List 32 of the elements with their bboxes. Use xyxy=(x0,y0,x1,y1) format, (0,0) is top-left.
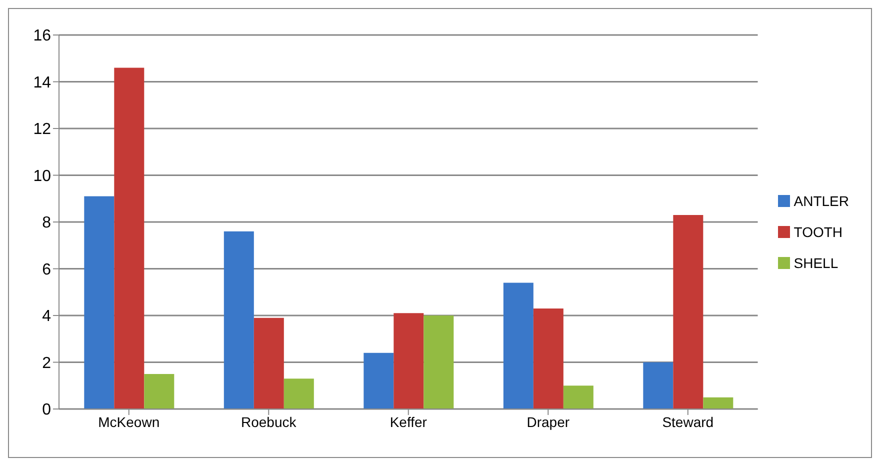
x-tick-label: McKeown xyxy=(98,414,160,430)
legend-label: ANTLER xyxy=(794,192,849,208)
y-tick-label: 16 xyxy=(33,28,52,45)
y-tick-label: 6 xyxy=(42,261,52,278)
legend-label: SHELL xyxy=(794,254,838,270)
bar xyxy=(424,316,454,409)
bar xyxy=(284,378,314,409)
x-tick-label: Draper xyxy=(526,414,570,430)
y-tick-label: 2 xyxy=(42,354,52,372)
y-tick-label: 14 xyxy=(33,74,52,92)
bar xyxy=(503,282,534,409)
bar xyxy=(673,214,704,409)
y-tick-label: 12 xyxy=(33,121,52,138)
bar xyxy=(364,352,394,409)
y-tick-label: 10 xyxy=(33,168,52,185)
bar xyxy=(563,386,594,409)
bar xyxy=(224,231,254,409)
bar xyxy=(114,68,144,409)
y-tick-label: 4 xyxy=(42,308,52,326)
bar xyxy=(254,318,284,409)
bar xyxy=(703,397,734,409)
y-tick-label: 0 xyxy=(42,402,52,419)
bar xyxy=(643,362,674,409)
bar xyxy=(533,308,564,409)
x-tick-label: Steward xyxy=(662,414,714,430)
bar xyxy=(144,374,174,409)
bar xyxy=(84,196,114,409)
x-tick-label: Roebuck xyxy=(240,414,298,430)
x-tick-label: Keffer xyxy=(390,414,428,430)
y-tick-label: 8 xyxy=(42,214,52,232)
bar xyxy=(394,313,424,409)
legend-label: TOOTH xyxy=(794,224,843,240)
